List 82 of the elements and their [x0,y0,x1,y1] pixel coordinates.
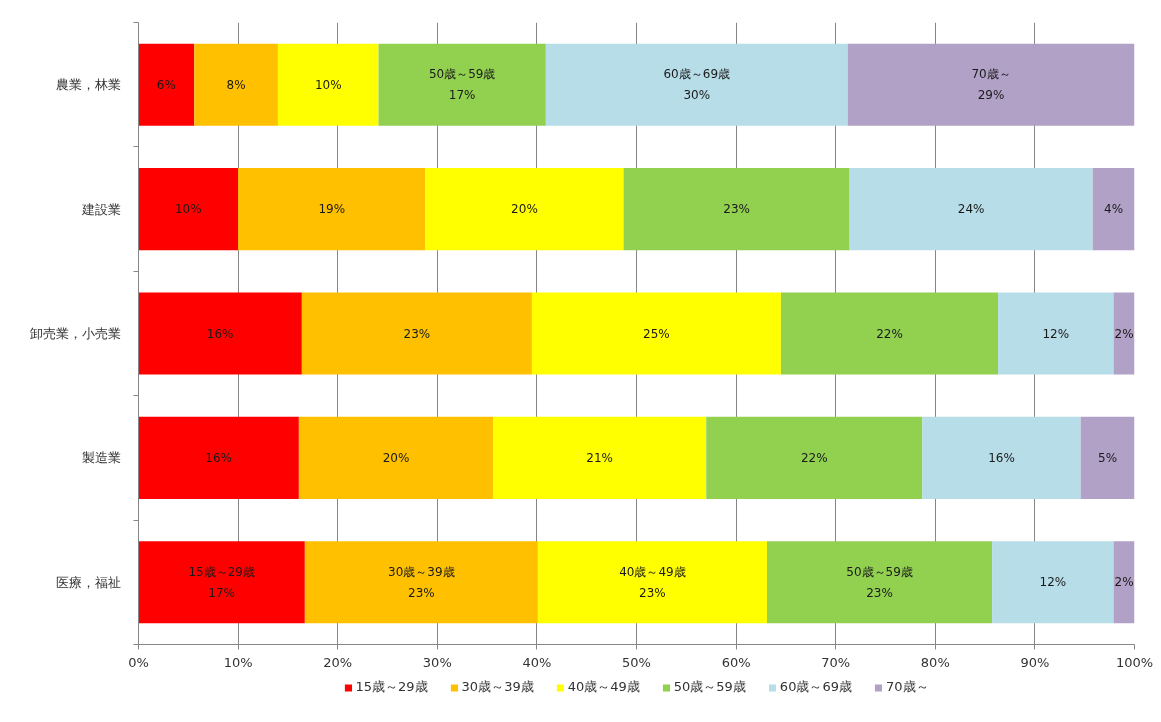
bar [138,541,305,624]
bar [998,292,1114,375]
bar [992,541,1114,624]
data-label: 10% [174,202,202,217]
data-label: 50歳～59歳 23% [846,564,913,600]
bar [1092,168,1135,251]
data-label: 21% [586,450,613,465]
bar [623,168,850,251]
bar [138,43,195,126]
data-label: 8% [226,77,246,92]
data-label: 50歳～59歳 17% [428,67,496,103]
x-tick-label: 90% [1020,654,1050,670]
x-tick-label: 80% [920,654,950,670]
data-label: 16% [206,326,234,341]
bar [545,43,848,126]
bar [138,416,299,499]
x-tick-label: 70% [821,654,851,670]
bar [847,43,1135,126]
bar [1113,292,1135,375]
bar [298,416,494,499]
y-tick-label: 建設業 [80,201,121,217]
legend-label: 50歳～59歳 [673,678,746,696]
bar [766,541,993,624]
legend-label: 40歳～49歳 [567,678,640,696]
bar [1113,541,1135,624]
bar [138,168,239,251]
y-tick-label: 医療，福祉 [55,574,121,590]
bar [301,292,532,375]
x-tick-label: 30% [422,654,452,670]
data-label: 20% [382,450,410,465]
bar [706,416,923,499]
data-label: 60歳～69歳 30% [663,67,731,103]
bar [378,43,546,126]
data-label: 6% [156,77,176,92]
data-label: 2% [1114,326,1134,341]
data-label: 30歳～39歳 23% [388,564,455,600]
data-label: 23% [403,326,431,341]
data-label: 16% [205,450,233,465]
bar [537,541,767,624]
x-tick-label: 100% [1115,654,1154,670]
data-label: 40歳～49歳 23% [619,564,686,600]
bar [1080,416,1135,499]
data-label: 12% [1039,575,1067,590]
x-tick-label: 10% [223,654,253,670]
y-tick-label: 農業，林業 [55,77,121,93]
legend-label: 15歳～29歳 [355,678,428,696]
data-label: 12% [1042,326,1070,341]
legend-label: 70歳～ [885,678,929,696]
x-tick-label: 60% [721,654,751,670]
bar [493,416,707,499]
data-label: 5% [1098,450,1118,465]
data-label: 22% [800,450,828,465]
x-tick-label: 40% [522,654,552,670]
data-label: 70歳～ 29% [971,67,1011,103]
data-label: 15歳～29歳 17% [188,564,255,600]
bar [194,43,278,126]
data-label: 25% [643,326,670,341]
bar [531,292,781,375]
bar [922,416,1081,499]
x-tick-label: 0% [128,654,149,670]
bar [238,168,426,251]
data-label: 2% [1114,575,1134,590]
bar [138,292,302,375]
x-tick-label: 20% [323,654,353,670]
data-label: 24% [957,202,985,217]
legend-label: 30歳～39歳 [461,678,534,696]
bar [425,168,624,251]
x-tick-label: 50% [622,654,651,670]
bar [304,541,538,624]
data-label: 22% [876,326,903,341]
bar [849,168,1093,251]
data-label: 20% [511,202,538,217]
y-tick-label: 卸売業，小売業 [29,326,121,341]
data-label: 4% [1104,202,1124,217]
data-label: 19% [318,202,346,217]
y-tick-label: 製造業 [81,450,121,466]
data-label: 16% [988,450,1015,465]
data-label: 10% [314,77,342,92]
bar [780,292,999,375]
legend-label: 60歳～69歳 [779,678,852,696]
bar [277,43,379,126]
data-label: 23% [723,202,750,217]
